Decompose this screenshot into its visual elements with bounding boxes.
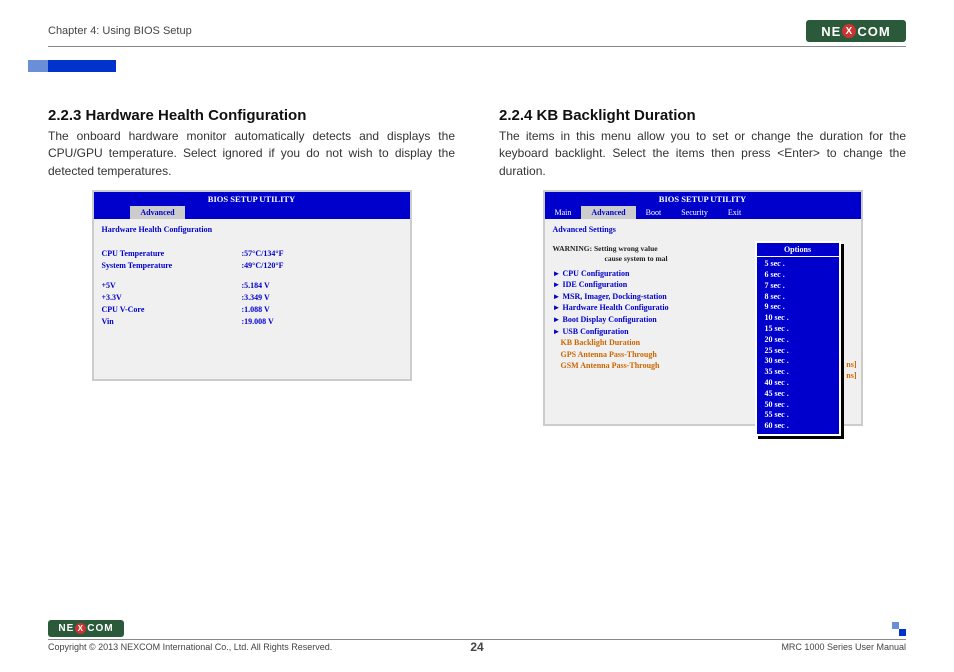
warn-line-1: WARNING: Setting wrong value bbox=[553, 244, 658, 253]
logo-com: COM bbox=[857, 24, 890, 39]
bios-section-title-right: Advanced Settings bbox=[553, 225, 853, 234]
options-title: Options bbox=[757, 245, 839, 257]
row-label: +3.3V bbox=[102, 292, 242, 304]
bios-row: CPU Temperature:57°C/134°F bbox=[102, 248, 402, 260]
bios-title: BIOS SETUP UTILITY bbox=[94, 192, 410, 206]
option-item: 20 sec . bbox=[757, 335, 839, 346]
option-item: 60 sec . bbox=[757, 421, 839, 432]
option-item: 5 sec . bbox=[757, 259, 839, 270]
option-item: 15 sec . bbox=[757, 324, 839, 335]
logo-ne: NE bbox=[821, 24, 841, 39]
left-heading: 2.2.3 Hardware Health Configuration bbox=[48, 107, 455, 124]
option-item: 8 sec . bbox=[757, 292, 839, 303]
bios-hardware-health: BIOS SETUP UTILITY Main Advanced Hardwar… bbox=[92, 190, 412, 381]
right-column: 2.2.4 KB Backlight Duration The items in… bbox=[499, 107, 906, 426]
row-label: CPU Temperature bbox=[102, 248, 242, 260]
bios-row: CPU V-Core:1.088 V bbox=[102, 304, 402, 316]
logo-x-icon: X bbox=[842, 24, 856, 38]
arrow-icon: ► bbox=[553, 314, 561, 326]
row-value: :3.349 V bbox=[242, 292, 322, 304]
row-label: Vin bbox=[102, 316, 242, 328]
left-column: 2.2.3 Hardware Health Configuration The … bbox=[48, 107, 455, 426]
arrow-icon: ► bbox=[553, 268, 561, 280]
footer-logo: NEXCOM bbox=[48, 620, 124, 637]
row-value: :49°C/120°F bbox=[242, 260, 322, 272]
option-item: 10 sec . bbox=[757, 313, 839, 324]
option-item: 6 sec . bbox=[757, 270, 839, 281]
hint-1: ns] bbox=[846, 360, 856, 369]
bios-tab-advanced: Advanced bbox=[130, 206, 184, 219]
section-tab-mark bbox=[48, 60, 116, 72]
row-label: System Temperature bbox=[102, 260, 242, 272]
bios-row: +5V:5.184 V bbox=[102, 280, 402, 292]
footer-logo-x-icon: X bbox=[75, 623, 86, 634]
manual-name: MRC 1000 Series User Manual bbox=[781, 642, 906, 652]
page-number: 24 bbox=[470, 640, 483, 654]
option-item: 55 sec . bbox=[757, 410, 839, 421]
bios-tab-security: Security bbox=[671, 206, 718, 219]
arrow-icon: ► bbox=[553, 279, 561, 291]
footer-logo-ne: NE bbox=[58, 623, 74, 634]
option-item: 25 sec . bbox=[757, 346, 839, 357]
option-item: 50 sec . bbox=[757, 400, 839, 411]
row-value: :57°C/134°F bbox=[242, 248, 322, 260]
bios-tab-exit: Exit bbox=[718, 206, 751, 219]
bios-row: System Temperature:49°C/120°F bbox=[102, 260, 402, 272]
arrow-icon: ► bbox=[553, 302, 561, 314]
row-value: :5.184 V bbox=[242, 280, 322, 292]
bios-tab-boot: Boot bbox=[636, 206, 672, 219]
option-item: 40 sec . bbox=[757, 378, 839, 389]
option-item: 35 sec . bbox=[757, 367, 839, 378]
bios-section-title: Hardware Health Configuration bbox=[102, 225, 402, 234]
row-value: :19.008 V bbox=[242, 316, 322, 328]
bios-tab-advanced: Advanced bbox=[581, 206, 635, 219]
arrow-icon: ► bbox=[553, 326, 561, 338]
left-description: The onboard hardware monitor automatical… bbox=[48, 128, 455, 180]
bios-kb-backlight: BIOS SETUP UTILITY MainAdvancedBootSecur… bbox=[543, 190, 863, 426]
option-item: 7 sec . bbox=[757, 281, 839, 292]
option-item: 30 sec . bbox=[757, 356, 839, 367]
bios-tab-main: Main bbox=[545, 206, 582, 219]
options-popup: Options 5 sec .6 sec .7 sec .8 sec .9 se… bbox=[755, 241, 841, 436]
bios-row: +3.3V:3.349 V bbox=[102, 292, 402, 304]
bios-tabs-right: MainAdvancedBootSecurityExit bbox=[545, 206, 861, 219]
arrow-icon: ► bbox=[553, 291, 561, 303]
option-item: 45 sec . bbox=[757, 389, 839, 400]
bios-row: Vin:19.008 V bbox=[102, 316, 402, 328]
warn-line-2: cause system to mal bbox=[605, 254, 668, 263]
row-value: :1.088 V bbox=[242, 304, 322, 316]
hint-2: ns] bbox=[846, 371, 856, 380]
row-label: +5V bbox=[102, 280, 242, 292]
right-description: The items in this menu allow you to set … bbox=[499, 128, 906, 180]
row-label: CPU V-Core bbox=[102, 304, 242, 316]
brand-logo: NEXCOM bbox=[806, 20, 906, 42]
bios-tabs-left: Main Advanced bbox=[94, 206, 410, 219]
right-heading: 2.2.4 KB Backlight Duration bbox=[499, 107, 906, 124]
chapter-label: Chapter 4: Using BIOS Setup bbox=[48, 25, 192, 37]
side-hints: ns] ns] bbox=[846, 359, 856, 381]
copyright-text: Copyright © 2013 NEXCOM International Co… bbox=[48, 642, 332, 652]
footer-logo-com: COM bbox=[87, 623, 113, 634]
option-item: 9 sec . bbox=[757, 302, 839, 313]
bios-title-right: BIOS SETUP UTILITY bbox=[545, 192, 861, 206]
